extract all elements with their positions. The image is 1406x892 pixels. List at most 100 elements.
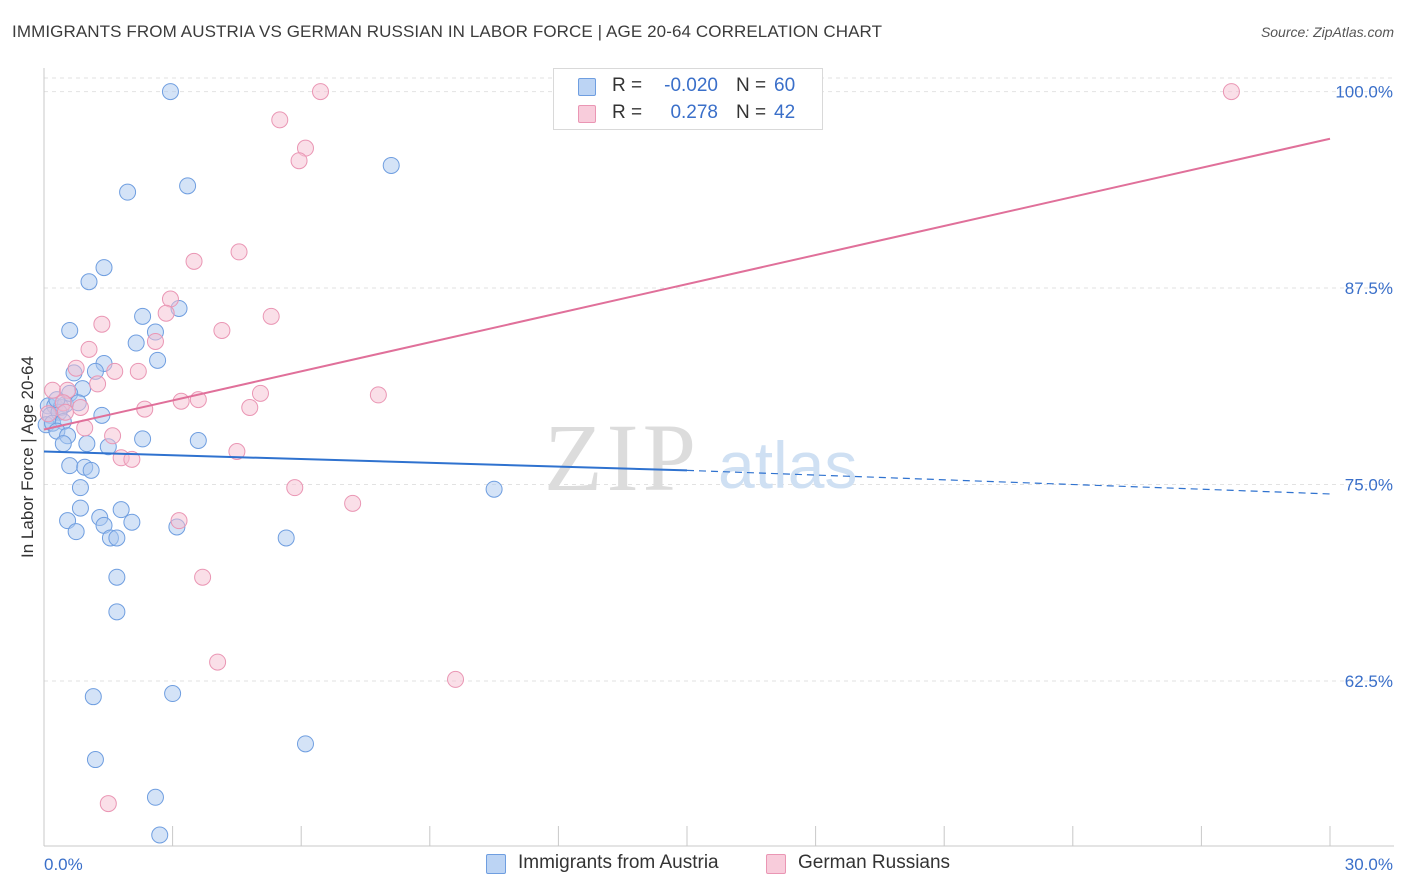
german-russian-point — [39, 405, 57, 423]
german-russian-point — [89, 375, 107, 393]
watermark-zip: ZIP — [544, 404, 700, 511]
austria-point — [112, 501, 130, 519]
bottom-legend-swatch-blue — [486, 854, 506, 874]
german-russian-point — [129, 362, 147, 380]
german-russian-point — [71, 398, 89, 416]
austria-point — [149, 351, 167, 369]
austria-point — [54, 435, 72, 453]
austria-point — [82, 461, 100, 479]
austria-point — [61, 321, 79, 339]
austria-point — [277, 529, 295, 547]
label-layer: 62.5% 75.0% 87.5% 100.0% 0.0% 30.0% In Labor F… — [18, 83, 1393, 874]
german-russian-point — [194, 568, 212, 586]
german-russian-point — [230, 243, 248, 261]
grid-layer — [44, 77, 1394, 682]
trend-layer — [43, 137, 1331, 495]
austria-point — [78, 435, 96, 453]
y-tick-label: 87.5% — [1345, 279, 1393, 298]
german-russian-point — [99, 795, 117, 813]
legend-swatch-blue — [578, 78, 596, 96]
austria-point — [146, 788, 164, 806]
y-tick-label: 62.5% — [1345, 672, 1393, 691]
austria-point — [61, 457, 79, 475]
x-tick-label-min: 0.0% — [44, 855, 83, 874]
german-russian-point — [447, 670, 465, 688]
bottom-legend-label: German Russians — [798, 852, 951, 873]
austria-point — [86, 751, 104, 769]
stats-legend: R = -0.020 N = 60 R = 0.278 N = 42 — [553, 68, 823, 130]
austria-point — [164, 685, 182, 703]
german-russian-trend-line — [43, 137, 1331, 431]
austria-point — [95, 259, 113, 277]
legend-r-value: 0.278 — [670, 102, 718, 123]
german-russian-point — [369, 386, 387, 404]
austria-point — [80, 273, 98, 291]
austria-point — [84, 688, 102, 706]
y-axis-title: In Labor Force | Age 20-64 — [18, 356, 37, 558]
german-russian-point — [185, 252, 203, 270]
legend-r-value: -0.020 — [664, 75, 718, 96]
austria-point — [108, 568, 126, 586]
german-russian-point — [161, 290, 179, 308]
legend-n-label: N = — [736, 75, 767, 96]
legend-swatch-pink — [578, 105, 596, 123]
austria-point — [119, 183, 137, 201]
bottom-legend-label: Immigrants from Austria — [518, 852, 719, 873]
german-russian-point — [80, 340, 98, 358]
source-label: Source: ZipAtlas.com — [1260, 24, 1394, 40]
austria-trend-line — [43, 450, 688, 472]
german-russian-point — [209, 653, 227, 671]
german-russian-point — [44, 381, 62, 399]
german-russian-point — [136, 400, 154, 418]
austria-point — [123, 513, 141, 531]
austria-point — [108, 603, 126, 621]
german-russian-point — [1222, 83, 1240, 101]
watermark-atlas: atlas — [718, 428, 857, 502]
legend-r-label: R = — [612, 102, 643, 123]
german-russian-point — [228, 442, 246, 460]
german-russian-point — [106, 362, 124, 380]
austria-point — [67, 523, 85, 541]
austria-point — [179, 177, 197, 195]
austria-point — [189, 431, 207, 449]
austria-point — [71, 499, 89, 517]
watermark: ZIP atlas — [544, 404, 857, 511]
legend-n-value: 42 — [774, 102, 796, 123]
austria-point — [134, 430, 152, 448]
german-russian-point — [123, 450, 141, 468]
legend-r-label: R = — [612, 75, 643, 96]
austria-point — [127, 334, 145, 352]
austria-point — [485, 480, 503, 498]
austria-point — [71, 479, 89, 497]
german-russian-point — [172, 392, 190, 410]
austria-point — [161, 83, 179, 101]
legend-n-value: 60 — [774, 75, 796, 96]
german-russian-point — [146, 332, 164, 350]
german-russian-point — [93, 315, 111, 333]
german-russian-point — [170, 512, 188, 530]
x-tick-label-max: 30.0% — [1345, 855, 1393, 874]
german-russian-point — [241, 398, 259, 416]
german-russian-point — [271, 111, 289, 129]
german-russian-point — [56, 403, 74, 421]
chart-title: IMMIGRANTS FROM AUSTRIA VS GERMAN RUSSIA… — [12, 22, 883, 41]
german-russian-point — [157, 304, 175, 322]
german-russian-point — [290, 152, 308, 170]
german-russian-point — [104, 427, 122, 445]
legend-n-label: N = — [736, 102, 767, 123]
y-tick-label: 100.0% — [1335, 83, 1393, 102]
german-russian-point — [251, 384, 269, 402]
axis-layer — [43, 68, 1394, 847]
y-tick-label: 75.0% — [1345, 476, 1393, 495]
german-russian-point — [286, 479, 304, 497]
austria-point — [382, 156, 400, 174]
german-russian-point — [213, 321, 231, 339]
bottom-legend-swatch-pink — [766, 854, 786, 874]
austria-point — [134, 307, 152, 325]
german-russian-point — [67, 359, 85, 377]
german-russian-point — [262, 307, 280, 325]
points-layer — [37, 83, 1240, 844]
austria-point — [296, 735, 314, 753]
german-russian-point — [344, 494, 362, 512]
